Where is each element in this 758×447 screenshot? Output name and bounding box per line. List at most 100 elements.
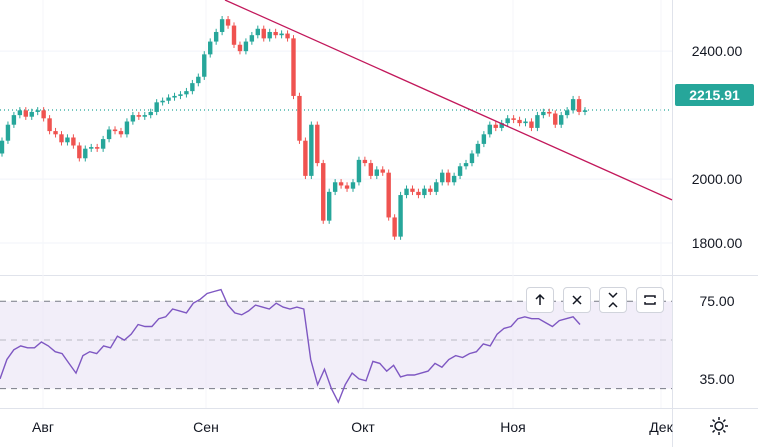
candle-body xyxy=(23,110,28,117)
price-axis: 2400.00 2000.00 1800.00 75.00 35.00 xyxy=(692,43,743,387)
candle-body xyxy=(392,217,397,237)
candle-body xyxy=(41,110,46,119)
candle-body xyxy=(71,137,76,146)
candle-body xyxy=(559,115,564,125)
candle-body xyxy=(291,38,296,96)
gear-icon xyxy=(710,417,728,435)
candle-body xyxy=(148,111,153,116)
candle-body xyxy=(17,110,23,116)
candle-body xyxy=(166,97,171,101)
candle-body xyxy=(416,191,421,196)
candle-body xyxy=(386,172,391,218)
candle-body xyxy=(0,140,5,154)
time-tick-label: Сен xyxy=(193,419,219,435)
candle-body xyxy=(243,41,249,52)
candle-body xyxy=(535,115,540,128)
candle-body xyxy=(178,94,183,96)
collapse-icon xyxy=(608,292,618,308)
candle-body xyxy=(553,113,558,125)
candle-body xyxy=(404,188,409,196)
candle-body xyxy=(285,33,290,39)
candle-body xyxy=(35,110,40,112)
rsi-tick-label: 75.00 xyxy=(699,293,734,309)
candle-body xyxy=(481,134,487,144)
candle-body xyxy=(309,124,314,176)
settings-button[interactable] xyxy=(704,411,734,441)
candle-body xyxy=(511,118,516,120)
candle-body xyxy=(184,91,189,95)
candle-body xyxy=(541,111,546,116)
candle-body xyxy=(53,131,58,135)
candle-body xyxy=(279,33,284,36)
candle-body xyxy=(374,169,379,176)
candle-body xyxy=(160,100,165,103)
trendline xyxy=(224,0,673,201)
candle-body xyxy=(136,115,142,117)
rsi-series-line xyxy=(0,288,581,404)
candle-body xyxy=(380,169,385,173)
candle-body xyxy=(231,25,237,45)
candle-body xyxy=(517,119,522,124)
candle-body xyxy=(249,35,255,42)
candle-body xyxy=(94,147,100,149)
candle-body xyxy=(196,76,201,84)
candle-body xyxy=(297,95,302,141)
time-tick-label: Авг xyxy=(32,419,54,435)
candle-body xyxy=(350,182,356,189)
candle-body xyxy=(570,99,576,111)
candle-body xyxy=(130,115,136,122)
candle-body xyxy=(469,153,475,164)
candle-body xyxy=(190,83,195,92)
candle-body xyxy=(273,31,278,36)
candle-body xyxy=(440,172,445,183)
candle-body xyxy=(344,185,350,189)
candle-body xyxy=(321,163,326,221)
candle-body xyxy=(124,121,130,135)
candle-body xyxy=(326,191,332,221)
candle-body xyxy=(564,110,570,116)
candle-body xyxy=(362,159,368,164)
scroll-up-button[interactable] xyxy=(526,287,554,313)
maximize-pane-button[interactable] xyxy=(636,287,664,313)
last-price-tag: 2215.91 xyxy=(675,84,754,106)
candle-body xyxy=(208,41,213,55)
candle-body xyxy=(356,159,362,183)
candle-body xyxy=(77,145,82,159)
candle-body xyxy=(523,121,528,124)
candle-body xyxy=(29,111,34,117)
rsi-band-fill xyxy=(0,301,672,389)
candle-body xyxy=(582,110,588,112)
candle-body xyxy=(89,147,94,149)
candle-body xyxy=(255,28,261,36)
price-tick-label: 2400.00 xyxy=(692,43,743,59)
candle-body xyxy=(154,102,159,112)
candle-body xyxy=(219,19,225,32)
candle-body xyxy=(428,188,433,192)
arrow-up-icon xyxy=(535,293,545,305)
candle-body xyxy=(267,31,272,39)
close-pane-button[interactable] xyxy=(563,287,591,313)
candle-body xyxy=(422,188,427,196)
rsi-tick-label: 35.00 xyxy=(699,371,734,387)
rsi-line xyxy=(0,288,581,404)
maximize-icon xyxy=(644,295,656,305)
candle-body xyxy=(529,121,534,128)
candle-body xyxy=(475,143,481,154)
collapse-pane-button[interactable] xyxy=(599,287,627,313)
time-axis: Авг Сен Окт Ноя Дек xyxy=(32,419,674,435)
candle-body xyxy=(303,140,308,176)
candle-body xyxy=(172,95,177,98)
candle-body xyxy=(410,188,415,192)
candle-body xyxy=(213,31,219,42)
candle-body xyxy=(315,124,320,164)
candlestick-series xyxy=(0,15,588,240)
candle-body xyxy=(59,134,64,143)
trendline-segment xyxy=(224,0,673,201)
candle-body xyxy=(106,129,112,140)
candle-body xyxy=(499,123,504,128)
candle-body xyxy=(505,118,510,124)
candle-body xyxy=(368,163,374,176)
candle-body xyxy=(118,131,124,135)
candle-body xyxy=(112,129,118,132)
